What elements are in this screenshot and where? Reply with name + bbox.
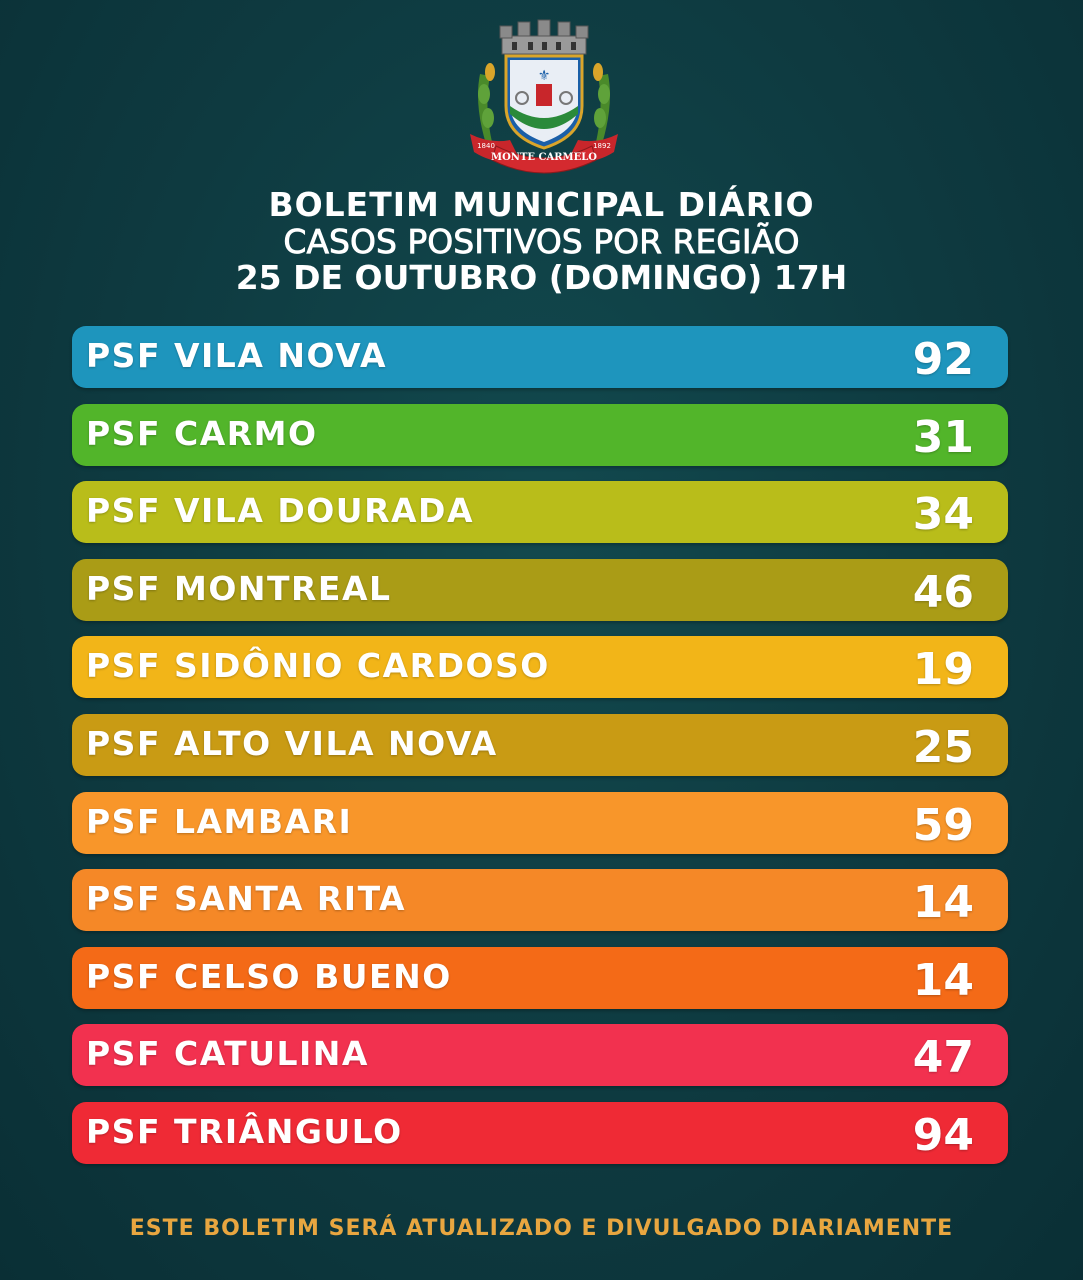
- region-label: PSF LAMBARI: [86, 801, 353, 841]
- region-label: PSF SANTA RITA: [86, 879, 407, 919]
- region-row: PSF VILA DOURADA 34: [72, 481, 1008, 544]
- bulletin-subtitle: CASOS POSITIVOS POR REGIÃO: [283, 222, 800, 261]
- region-row: PSF MONTREAL 46: [72, 558, 1008, 621]
- region-row: PSF TRIÂNGULO 94: [72, 1101, 1008, 1164]
- region-row: PSF VILA NOVA 92: [72, 326, 1008, 388]
- region-row: PSF CATULINA 47: [72, 1024, 1008, 1087]
- region-label: PSF CELSO BUENO: [86, 956, 452, 996]
- region-row: PSF CARMO 31: [72, 403, 1008, 466]
- region-case-count: 19: [912, 644, 974, 696]
- region-row: PSF CELSO BUENO 14: [72, 946, 1008, 1009]
- region-row: PSF SIDÔNIO CARDOSO 19: [72, 636, 1008, 699]
- region-row: PSF LAMBARI 59: [72, 791, 1008, 854]
- region-label: PSF TRIÂNGULO: [86, 1111, 403, 1151]
- crest-banner-text: MONTE CARMELO: [491, 152, 597, 163]
- region-case-count: 14: [912, 954, 974, 1006]
- bulletin-date: 25 DE OUTUBRO (DOMINGO) 17H: [235, 258, 848, 297]
- municipal-coat-of-arms: ⚜ MONTE CARMELO 1840 1892: [466, 14, 622, 176]
- bulletin-header: BOLETIM MUNICIPAL DIÁRIO CASOS POSITIVOS…: [0, 186, 1083, 296]
- region-label: PSF CARMO: [86, 413, 318, 453]
- region-label: PSF MONTREAL: [86, 568, 392, 608]
- region-case-count: 31: [912, 411, 974, 463]
- region-case-count: 47: [912, 1032, 974, 1084]
- region-case-count: 92: [912, 334, 974, 386]
- region-case-count: 94: [912, 1109, 974, 1161]
- region-case-count: 34: [912, 489, 974, 541]
- region-label: PSF CATULINA: [86, 1034, 369, 1074]
- update-notice: ESTE BOLETIM SERÁ ATUALIZADO E DIVULGADO…: [129, 1216, 954, 1241]
- region-case-count: 25: [912, 722, 974, 774]
- region-row: PSF ALTO VILA NOVA 25: [72, 713, 1008, 776]
- crest-year-left: 1840: [477, 142, 495, 150]
- region-row: PSF SANTA RITA 14: [72, 869, 1008, 932]
- region-list: PSF VILA NOVA 92 PSF CARMO 31 PSF VILA DOURA…: [72, 326, 1008, 1180]
- region-label: PSF VILA DOURADA: [86, 491, 474, 531]
- region-label: PSF VILA NOVA: [86, 335, 387, 375]
- region-label: PSF SIDÔNIO CARDOSO: [86, 646, 550, 686]
- region-case-count: 46: [912, 566, 974, 618]
- svg-text:⚜: ⚜: [538, 68, 551, 84]
- region-case-count: 14: [912, 877, 974, 929]
- bulletin-title: BOLETIM MUNICIPAL DIÁRIO: [268, 185, 815, 224]
- region-label: PSF ALTO VILA NOVA: [86, 723, 498, 763]
- crest-year-right: 1892: [593, 142, 611, 150]
- region-case-count: 59: [912, 799, 974, 851]
